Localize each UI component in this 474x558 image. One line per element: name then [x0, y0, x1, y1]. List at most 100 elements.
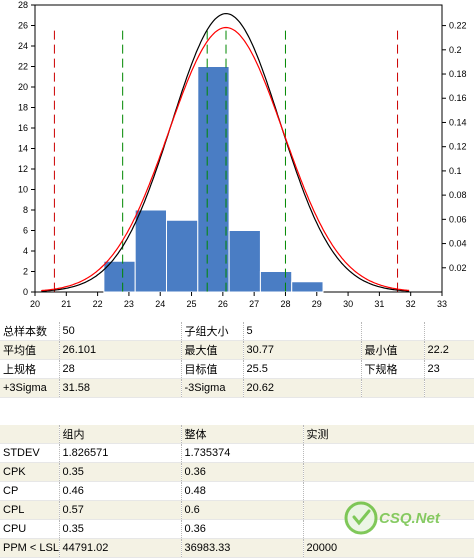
y-left-tick-label: 8 — [23, 205, 28, 215]
x-tick-label: 23 — [124, 299, 134, 309]
histogram-bar — [291, 281, 324, 293]
within-value: 0.35 — [59, 519, 182, 539]
y-left-tick-label: 18 — [18, 103, 28, 113]
stats-label — [361, 378, 425, 398]
capability-header-row: 组内 整体 实测 — [0, 425, 474, 444]
histogram-bar — [165, 219, 199, 293]
stats-value: 50 — [59, 322, 182, 341]
y-left-tick-label: 28 — [18, 0, 28, 10]
actual-value: 20000 — [303, 538, 474, 558]
metric-label: CPL — [0, 500, 60, 520]
capability-row: CPK 0.35 0.36 — [0, 462, 474, 482]
metric-label: CPU — [0, 519, 60, 539]
y-left-tick-label: 0 — [23, 287, 28, 297]
table-spacer — [0, 406, 474, 425]
stats-value: 30.77 — [243, 340, 362, 360]
y-right-tick-label: 0.02 — [449, 263, 467, 273]
stats-label: 最小值 — [361, 340, 425, 360]
x-tick-label: 29 — [312, 299, 322, 309]
capability-table: 组内 整体 实测 STDEV 1.826571 1.735374 CPK 0.3… — [0, 425, 474, 558]
y-right-tick-label: 0.16 — [449, 93, 467, 103]
metric-label: PPM < LSL — [0, 538, 60, 558]
histogram-bar — [134, 209, 167, 293]
y-right-tick-label: 0.06 — [449, 214, 467, 224]
x-tick-label: 25 — [187, 299, 197, 309]
stats-label — [361, 322, 425, 341]
x-tick-label: 27 — [249, 299, 259, 309]
stats-value: 22.2 — [424, 340, 474, 360]
stats-label: 目标值 — [181, 359, 244, 379]
x-tick-label: 30 — [343, 299, 353, 309]
stats-value — [424, 322, 474, 341]
stats-label: 下规格 — [361, 359, 425, 379]
stats-row: 总样本数 50 子组大小 5 — [0, 322, 474, 341]
y-right-tick-label: 0.04 — [449, 239, 467, 249]
within-value: 44791.02 — [59, 538, 182, 558]
x-tick-label: 28 — [280, 299, 290, 309]
actual-value — [303, 462, 474, 482]
x-tick-label: 24 — [155, 299, 165, 309]
watermark-text: CSQ.Net — [379, 510, 441, 527]
histogram-chart: 20 21 22 23 24 25 26 27 28 29 30 31 32 33 0 2 4 6 8 10 12 14 1… — [17, 0, 467, 309]
y-left-tick-label: 6 — [23, 226, 28, 236]
stats-label: -3Sigma — [181, 378, 244, 398]
metric-label: CP — [0, 481, 60, 501]
x-tick-label: 21 — [61, 299, 71, 309]
overall-value: 0.36 — [181, 519, 304, 539]
stats-label: 总样本数 — [0, 322, 60, 341]
y-left-tick-label: 22 — [18, 62, 28, 72]
within-value: 1.826571 — [59, 443, 182, 463]
overall-value: 0.6 — [181, 500, 304, 520]
y-right-tick-label: 0.08 — [449, 190, 467, 200]
within-value: 0.46 — [59, 481, 182, 501]
header-cell: 实测 — [303, 425, 474, 444]
capability-row: STDEV 1.826571 1.735374 — [0, 443, 474, 463]
stats-row: 平均值 26.101 最大值 30.77 最小值 22.2 — [0, 340, 474, 360]
y-left-tick-label: 10 — [18, 185, 28, 195]
overall-value: 0.48 — [181, 481, 304, 501]
capability-row: CPU 0.35 0.36 — [0, 519, 474, 539]
x-tick-label: 20 — [30, 299, 40, 309]
metric-label: CPK — [0, 462, 60, 482]
y-left-tick-label: 2 — [23, 267, 28, 277]
y-right-tick-label: 0.14 — [449, 117, 467, 127]
y-right-tick-label: 0.2 — [449, 45, 462, 55]
stats-value: 25.5 — [243, 359, 362, 379]
histogram-bar — [197, 66, 230, 293]
y-right-tick-label: 0.18 — [449, 69, 467, 79]
overall-value: 36983.33 — [181, 538, 304, 558]
stats-value: 20.62 — [243, 378, 362, 398]
y-left-tick-label: 20 — [18, 82, 28, 92]
header-cell: 整体 — [181, 425, 304, 444]
summary-stats-table: 总样本数 50 子组大小 5 平均值 26.101 最大值 30.77 最小值 … — [0, 322, 474, 398]
stats-value: 26.101 — [59, 340, 182, 360]
histogram-bar — [103, 260, 136, 293]
x-tick-label: 26 — [218, 299, 228, 309]
metric-label: STDEV — [0, 443, 60, 463]
within-value: 0.35 — [59, 462, 182, 482]
x-tick-label: 32 — [406, 299, 416, 309]
header-cell: 组内 — [59, 425, 182, 444]
stats-label: +3Sigma — [0, 378, 60, 398]
x-tick-label: 22 — [93, 299, 103, 309]
stats-row: 上规格 28 目标值 25.5 下规格 23 — [0, 359, 474, 379]
stats-label: 最大值 — [181, 340, 244, 360]
y-left-tick-label: 16 — [18, 123, 28, 133]
csq-watermark-logo: CSQ.Net — [344, 501, 441, 535]
y-left-tick-label: 14 — [18, 144, 28, 154]
chart-svg: 20 21 22 23 24 25 26 27 28 29 30 31 32 33024681012141… — [18, 0, 467, 309]
stats-row: +3Sigma 31.58 -3Sigma 20.62 — [0, 378, 474, 398]
stats-value: 28 — [59, 359, 182, 379]
y-left-tick-label: 4 — [23, 246, 28, 256]
y-right-tick-label: 0.1 — [449, 166, 462, 176]
overall-value: 0.36 — [181, 462, 304, 482]
stats-value: 5 — [243, 322, 362, 341]
y-left-tick-label: 24 — [18, 41, 28, 51]
capability-row: PPM < LSL 44791.02 36983.33 20000 — [0, 538, 474, 558]
header-cell — [0, 425, 60, 444]
normal-curve-within — [41, 26, 410, 292]
stats-label: 平均值 — [0, 340, 60, 360]
capability-row: CP 0.46 0.48 — [0, 481, 474, 501]
actual-value — [303, 481, 474, 501]
y-right-tick-label: 0.22 — [449, 21, 467, 31]
